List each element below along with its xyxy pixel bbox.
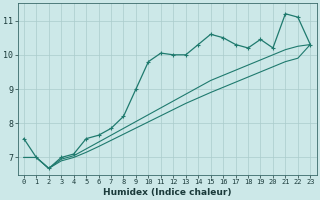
X-axis label: Humidex (Indice chaleur): Humidex (Indice chaleur) <box>103 188 231 197</box>
